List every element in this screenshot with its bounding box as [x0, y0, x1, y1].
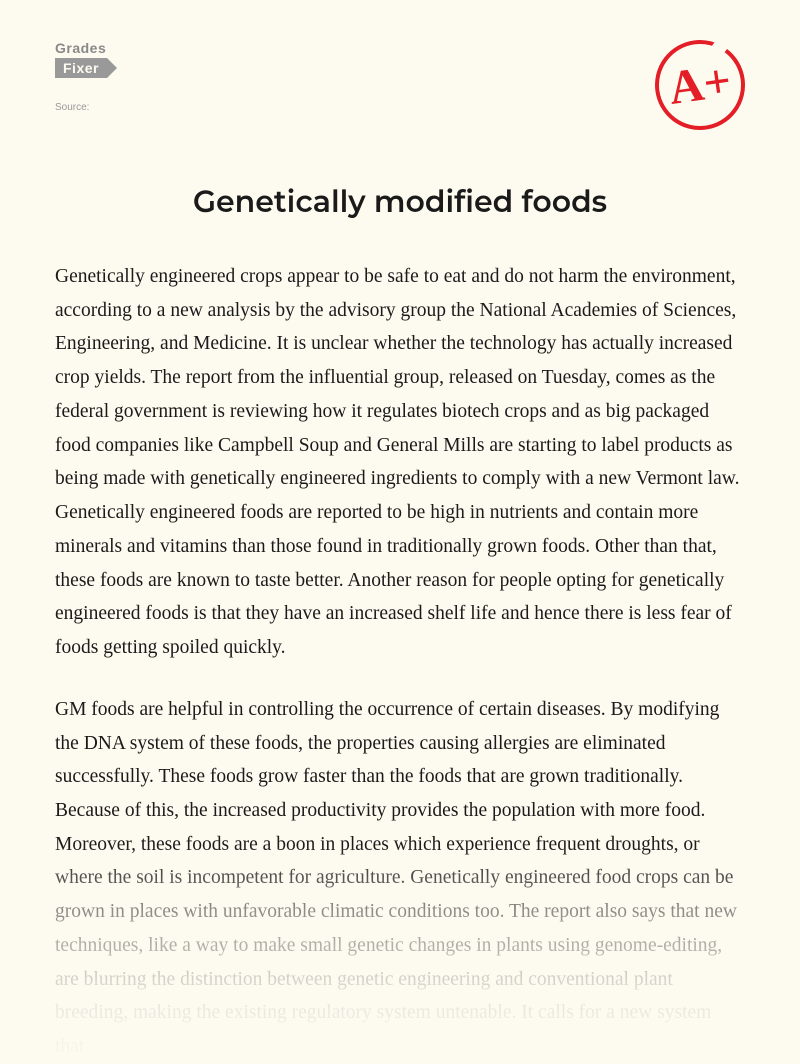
- logo-line1: Grades: [55, 40, 106, 56]
- grade-stamp: A+: [655, 40, 745, 130]
- grade-letter: A+: [666, 57, 734, 113]
- paragraph-1: Genetically engineered crops appear to b…: [55, 260, 745, 665]
- content-wrapper: Genetically engineered crops appear to b…: [55, 260, 745, 1064]
- source-label: Source:: [55, 102, 745, 113]
- site-logo: Grades Fixer: [55, 40, 745, 78]
- logo-line2: Fixer: [55, 58, 107, 78]
- logo-arrow-icon: [107, 58, 117, 78]
- logo-line2-wrapper: Fixer: [55, 58, 117, 78]
- paragraph-2: GM foods are helpful in controlling the …: [55, 693, 745, 1064]
- page-title: Genetically modified foods: [55, 183, 745, 220]
- grade-circle-icon: A+: [649, 34, 751, 136]
